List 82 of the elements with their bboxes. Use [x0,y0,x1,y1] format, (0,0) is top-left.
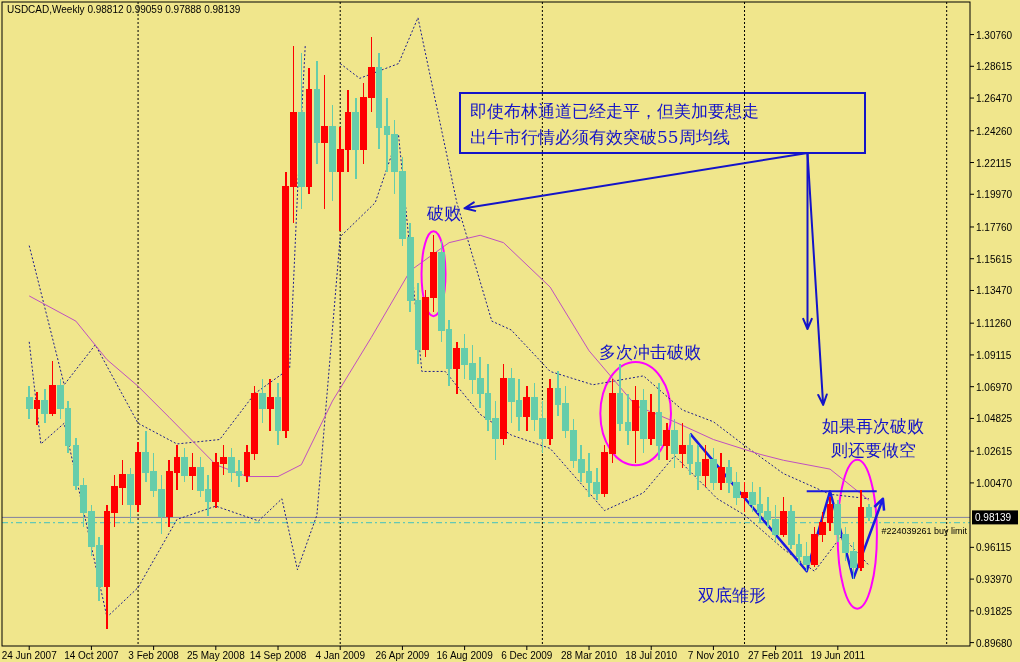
y-tick-label: 1.11260 [976,318,1012,330]
candlestick [453,341,461,395]
annotation: 即使布林通道已经走平，但美加要想走出牛市行情必须有效突破55周均线 [459,92,866,154]
candlestick [259,378,266,424]
candlestick [352,96,360,180]
x-tick-label: 4 Jan 2009 [315,650,366,661]
y-tick-label: 1.00470 [976,477,1013,489]
y-tick-label: 1.26470 [976,93,1013,105]
y-tick-label: 0.96115 [976,542,1012,554]
candlestick [181,447,189,484]
annotation: 如果再次破败则还要做空 [822,415,925,460]
x-tick-label: 24 Jun 2007 [1,650,58,661]
candlestick [274,382,282,447]
annotation: 多次冲击破败 [599,342,701,362]
x-tick-label: 3 Feb 2008 [128,650,180,661]
y-tick-label: 1.28615 [976,61,1013,73]
ref-line-label: #224039261 buy limit [881,525,968,536]
y-tick-label: 1.13470 [976,285,1013,297]
candlestick [305,67,313,195]
candlestick [671,418,678,469]
x-tick-label: 18 Jul 2010 [625,650,678,661]
candlestick [189,452,196,491]
candlestick [297,52,305,210]
x-tick-label: 19 Jun 2011 [810,650,866,661]
y-tick-label: 0.89680 [976,637,1013,649]
candlestick [266,378,274,432]
ref-line-label: 0.98139 [975,512,1012,524]
y-tick-label: 1.17760 [976,221,1013,233]
candlestick [780,496,787,538]
x-tick-label: 7 Nov 2010 [687,650,740,661]
y-tick-label: 1.19970 [976,189,1013,201]
candlestick [33,391,41,426]
candlestick [678,422,686,469]
candlestick [632,385,640,464]
candlestick [694,444,702,491]
candlestick [313,59,321,165]
x-tick-label: 26 Apr 2009 [375,650,430,661]
y-tick-label: 1.15615 [976,253,1013,265]
x-tick-label: 6 Dec 2009 [501,650,553,661]
candlestick [375,52,383,151]
candlestick [546,378,554,447]
candlestick [41,388,49,424]
candlestick [329,104,336,202]
y-tick-label: 0.93970 [976,574,1013,586]
x-tick-label: 16 Aug 2009 [436,650,494,661]
y-tick-label: 1.30760 [976,29,1013,41]
candlestick [741,481,748,513]
annotation: 即使布林通道已经走平，但美加要想走出牛市行情必须有效突破55周均线 [470,101,759,147]
candlestick [857,489,865,572]
candlestick [647,392,655,447]
candlestick [523,385,531,432]
x-tick-label: 27 Feb 2011 [747,650,804,661]
candlestick [702,444,709,488]
candlestick [49,360,56,417]
y-tick-label: 1.24260 [976,125,1013,137]
candlestick [655,382,663,461]
y-tick-label: 1.06970 [976,381,1013,393]
candlestick [25,385,33,420]
candlestick [717,452,725,491]
candlestick [321,74,329,210]
x-tick-label: 14 Sep 2008 [249,650,307,661]
x-tick-label: 25 May 2008 [186,650,246,661]
y-tick-label: 0.91825 [976,605,1013,617]
y-tick-label: 1.02615 [976,446,1013,458]
candlestick [616,363,624,432]
y-tick-label: 1.04825 [976,413,1013,425]
candlestick [710,447,717,491]
x-tick-label: 14 Oct 2007 [64,650,120,661]
x-tick-label: 28 Mar 2010 [560,650,618,661]
annotation: 破败 [426,203,461,224]
candlestick [640,388,647,454]
y-tick-label: 1.22115 [976,157,1012,169]
candlestick [686,432,694,476]
y-tick-label: 1.09115 [976,349,1012,361]
candlestick [865,503,873,522]
candlestick [126,466,134,524]
chart-title: USDCAD,Weekly 0.98812 0.99059 0.97888 0.98139 [7,4,241,15]
annotation: 双底雏形 [697,585,766,606]
candlestick [663,422,671,461]
candlestick [624,392,632,447]
candlestick [500,363,507,447]
candlestick [134,441,142,513]
